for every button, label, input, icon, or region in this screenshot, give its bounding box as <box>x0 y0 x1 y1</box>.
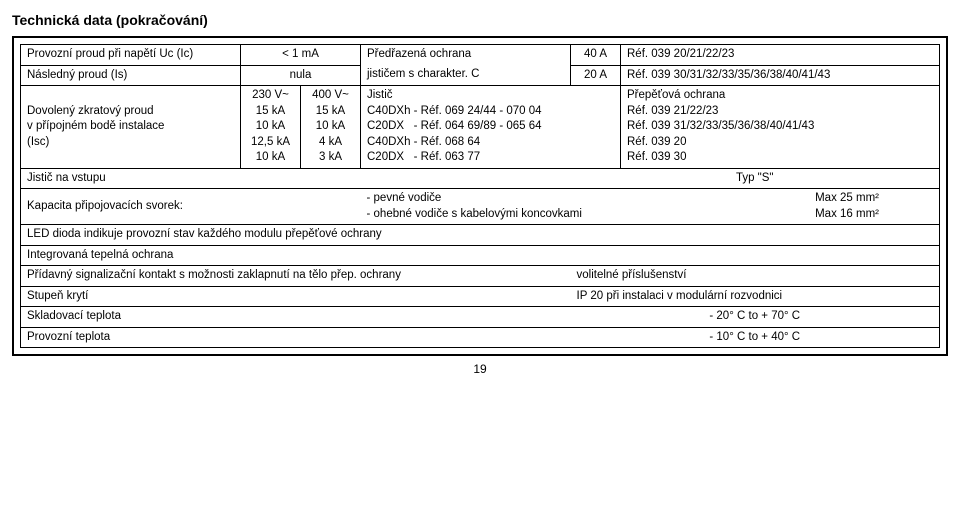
row3-mid: Jistič C40DXh - Réf. 069 24/44 - 070 04 … <box>361 86 621 169</box>
page-title: Technická data (pokračování) <box>12 12 948 28</box>
row11-label: Provozní teplota <box>21 327 571 348</box>
table-row: Přídavný signalizační kontakt s možnosti… <box>21 266 940 287</box>
row6-label: LED dioda indikuje provozní stav každého… <box>21 225 940 246</box>
row9-label: Stupeň krytí <box>21 286 571 307</box>
table-row: Kapacita připojovacích svorek: - pevné v… <box>21 189 940 225</box>
row11-right: - 10° C to + 40° C <box>571 327 940 348</box>
row2-right: Réf. 039 30/31/32/33/35/36/38/40/41/43 <box>621 65 940 86</box>
row2-mid1: jističem s charakter. C <box>361 65 571 86</box>
row4-spacer <box>241 168 571 189</box>
page-number: 19 <box>12 362 948 376</box>
table-row: Jistič na vstupu Typ "S" <box>21 168 940 189</box>
row4-val: Typ "S" <box>571 168 940 189</box>
row1-mid1: Předřazená ochrana <box>361 45 571 66</box>
row2-mid2: 20 A <box>571 65 621 86</box>
table-row: Následný proud (Is) nula jističem s char… <box>21 65 940 86</box>
row3-right: Přepěťová ochrana Réf. 039 21/22/23 Réf.… <box>621 86 940 169</box>
row8-label: Přídavný signalizační kontakt s možnosti… <box>21 266 571 287</box>
row9-right: IP 20 při instalaci v modulární rozvodni… <box>571 286 940 307</box>
row2-label: Následný proud (Is) <box>21 65 241 86</box>
table-row: Provozní proud při napětí Uc (Ic) < 1 mA… <box>21 45 940 66</box>
table-row: Skladovací teplota - 20° C to + 70° C <box>21 307 940 328</box>
row1-right: Réf. 039 20/21/22/23 <box>621 45 940 66</box>
row10-label: Skladovací teplota <box>21 307 571 328</box>
table-row: Provozní teplota - 10° C to + 40° C <box>21 327 940 348</box>
row5-right: Max 25 mm² Max 16 mm² <box>621 189 940 225</box>
row7-label: Integrovaná tepelná ochrana <box>21 245 940 266</box>
row1-mid2: 40 A <box>571 45 621 66</box>
row4-label: Jistič na vstupu <box>21 168 241 189</box>
table-row: Stupeň krytí IP 20 při instalaci v modul… <box>21 286 940 307</box>
row10-right: - 20° C to + 70° C <box>571 307 940 328</box>
row3-c1: 230 V~ 15 kA 10 kA 12,5 kA 10 kA <box>241 86 301 169</box>
table-row: LED dioda indikuje provozní stav každého… <box>21 225 940 246</box>
row5-mid: - pevné vodiče - ohebné vodiče s kabelov… <box>361 189 621 225</box>
row3-label: Dovolený zkratový proud v přípojném bodě… <box>21 86 241 169</box>
row1-val: < 1 mA <box>241 45 361 66</box>
row5-label: Kapacita připojovacích svorek: <box>21 189 361 225</box>
table-row: Integrovaná tepelná ochrana <box>21 245 940 266</box>
data-frame: Provozní proud při napětí Uc (Ic) < 1 mA… <box>12 36 948 356</box>
row2-val: nula <box>241 65 361 86</box>
row8-right: volitelné příslušenství <box>571 266 940 287</box>
table-row: Dovolený zkratový proud v přípojném bodě… <box>21 86 940 169</box>
data-table: Provozní proud při napětí Uc (Ic) < 1 mA… <box>20 44 940 348</box>
row3-c2: 400 V~ 15 kA 10 kA 4 kA 3 kA <box>301 86 361 169</box>
row1-label: Provozní proud při napětí Uc (Ic) <box>21 45 241 66</box>
